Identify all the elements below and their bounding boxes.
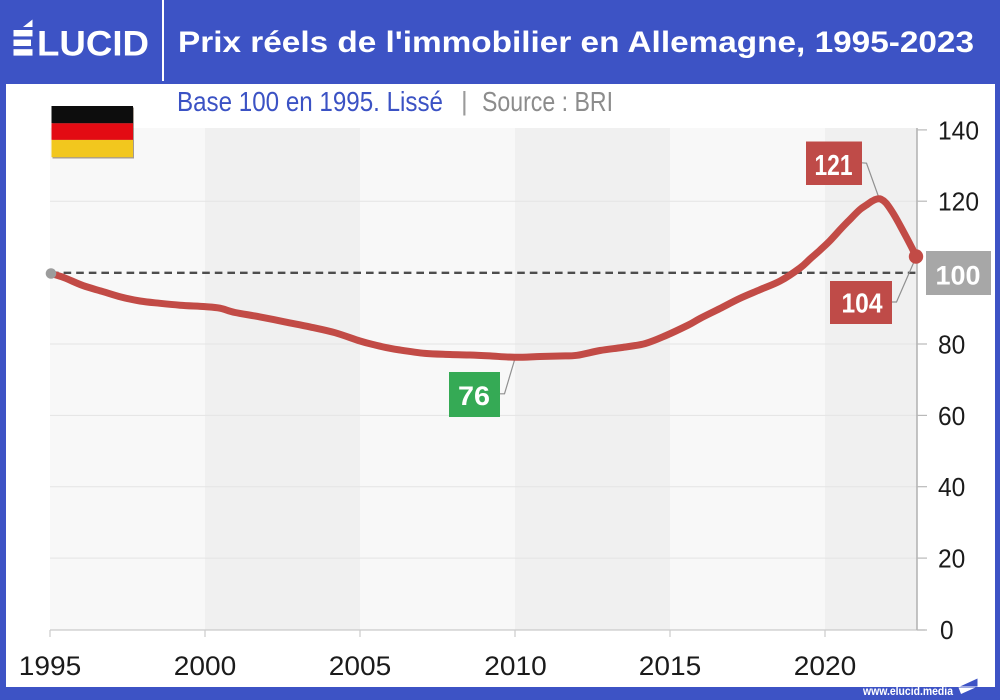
- svg-text:20: 20: [938, 544, 965, 574]
- svg-text:60: 60: [938, 401, 965, 431]
- svg-text:140: 140: [938, 115, 979, 145]
- svg-text:Prix réels de l'immobilier en: Prix réels de l'immobilier en Allemagne,…: [178, 26, 974, 59]
- svg-text:Base 100 en 1995. Lissé: Base 100 en 1995. Lissé: [177, 86, 443, 117]
- svg-text:40: 40: [938, 472, 965, 502]
- svg-text:LUCID: LUCID: [37, 24, 149, 64]
- svg-text:www.elucid.media: www.elucid.media: [862, 686, 953, 698]
- svg-text:80: 80: [938, 330, 965, 360]
- svg-text:1995: 1995: [19, 651, 82, 681]
- svg-text:|: |: [461, 86, 468, 116]
- svg-text:2000: 2000: [174, 651, 237, 681]
- svg-text:2020: 2020: [794, 651, 857, 681]
- svg-text:120: 120: [938, 187, 979, 217]
- svg-text:2010: 2010: [484, 651, 547, 681]
- svg-text:0: 0: [940, 615, 954, 645]
- svg-text:Source : BRI: Source : BRI: [482, 86, 613, 117]
- svg-text:2005: 2005: [329, 651, 392, 681]
- svg-text:104: 104: [842, 288, 883, 319]
- svg-text:2015: 2015: [639, 651, 702, 681]
- svg-text:100: 100: [936, 261, 981, 291]
- svg-text:121: 121: [815, 150, 853, 182]
- svg-text:76: 76: [458, 381, 490, 411]
